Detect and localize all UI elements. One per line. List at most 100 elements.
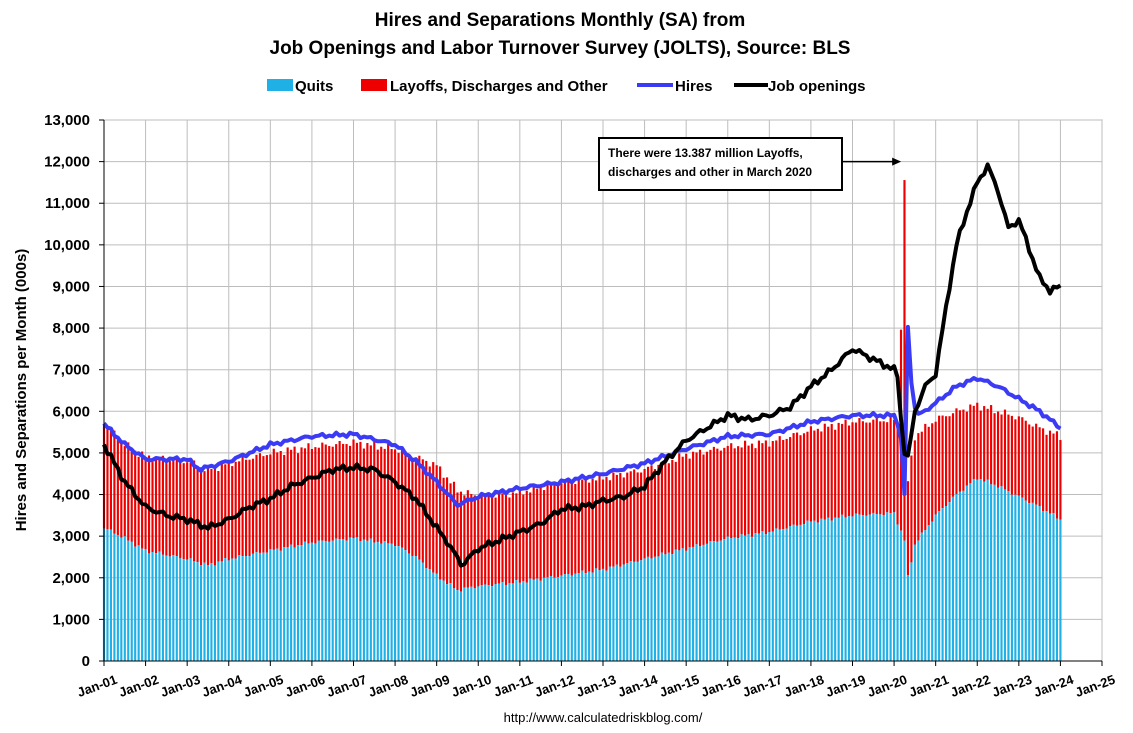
bar-quits (317, 540, 320, 661)
bar-layoffs (837, 422, 840, 518)
bar-quits (314, 543, 317, 661)
bar-quits (1028, 503, 1031, 661)
bar-layoffs (342, 443, 345, 540)
bar-layoffs (601, 479, 605, 569)
y-tick-label: 13,000 (44, 112, 90, 129)
bar-quits (601, 568, 605, 661)
bar-layoffs (834, 429, 837, 518)
bar-layoffs (594, 480, 598, 569)
bar-quits (303, 541, 307, 661)
bar-quits (189, 558, 192, 661)
bar-quits (702, 544, 705, 661)
bar-layoffs (875, 417, 878, 515)
bar-layoffs (213, 466, 216, 566)
x-axis: Jan-01Jan-02Jan-03Jan-04Jan-05Jan-06Jan-… (75, 660, 1117, 700)
x-tick-label: Jan-08 (366, 672, 410, 700)
bar-layoffs (667, 463, 670, 553)
bar-quits (376, 541, 379, 661)
bar-layoffs (847, 425, 851, 517)
bar-quits (986, 479, 989, 661)
bar-quits (480, 585, 483, 661)
bar-layoffs (605, 476, 608, 571)
bar-quits (248, 556, 251, 661)
bar-quits (934, 514, 937, 661)
bar-quits (903, 540, 906, 661)
bar-layoffs (920, 431, 923, 533)
bar-quits (657, 556, 660, 661)
y-tick-label: 3,000 (52, 528, 90, 545)
bar-quits (175, 556, 178, 661)
bar-quits (809, 521, 812, 661)
bar-layoffs (643, 468, 646, 559)
bar-quits (213, 565, 216, 661)
bar-quits (543, 577, 546, 661)
bar-layoffs (813, 430, 816, 521)
bar-quits (744, 535, 747, 661)
y-tick-label: 11,000 (45, 195, 90, 212)
bar-layoffs (158, 458, 161, 552)
bar-layoffs (754, 448, 757, 534)
bar-layoffs (435, 465, 438, 574)
bar-quits (286, 547, 289, 661)
annotation-arrowhead (892, 157, 902, 166)
bar-quits (965, 485, 968, 661)
bar-quits (802, 524, 806, 661)
bar-quits (265, 552, 268, 661)
bar-quits (109, 529, 113, 661)
bar-quits (827, 517, 830, 661)
bar-layoffs (515, 493, 518, 581)
bar-layoffs (293, 446, 296, 548)
bar-layoffs (314, 447, 317, 544)
x-tick-label: Jan-21 (907, 672, 951, 700)
bar-quits (466, 587, 469, 661)
bar-quits (359, 541, 362, 661)
bar-layoffs (889, 416, 892, 514)
bar-layoffs (841, 423, 844, 515)
bar-layoffs (199, 467, 203, 566)
bar-layoffs (972, 405, 975, 479)
bar-quits (1021, 497, 1024, 661)
bar-layoffs (671, 459, 674, 555)
bar-layoffs (432, 462, 435, 573)
bar-layoffs (705, 451, 709, 544)
legend-label-hires: Hires (675, 78, 713, 95)
bar-layoffs (445, 477, 449, 585)
bar-quits (723, 539, 726, 661)
bar-layoffs (716, 448, 719, 542)
bar-quits (917, 540, 920, 661)
bar-quits (875, 514, 878, 661)
bar-layoffs (549, 483, 553, 577)
bar-layoffs (175, 457, 178, 557)
bar-layoffs (771, 441, 774, 532)
bar-quits (983, 481, 986, 661)
bar-quits (262, 552, 265, 661)
bar-layoffs (893, 419, 896, 513)
bar-quits (120, 537, 123, 661)
annotation: There were 13.387 million Layoffs, disch… (598, 137, 902, 191)
bar-quits (858, 514, 861, 661)
bar-layoffs (473, 495, 476, 589)
bar-layoffs (442, 477, 445, 581)
bar-layoffs (196, 467, 199, 563)
bar-layoffs (238, 461, 241, 556)
bar-quits (920, 532, 923, 661)
bar-quits (553, 577, 556, 661)
bar-quits (799, 524, 802, 661)
bar-quits (882, 515, 885, 661)
x-tick-label: Jan-14 (616, 671, 661, 699)
bar-quits (348, 537, 352, 661)
bar-layoffs (456, 492, 459, 591)
bar-layoffs (650, 465, 653, 559)
bar-quits (459, 591, 462, 661)
bar-layoffs (581, 479, 584, 571)
bar-layoffs (525, 490, 528, 583)
x-tick-label: Jan-18 (782, 672, 826, 700)
bar-quits (879, 514, 882, 661)
legend-label-openings: Job openings (768, 78, 866, 95)
bar-layoffs (366, 443, 369, 541)
bar-quits (324, 540, 327, 661)
bar-quits (1038, 505, 1041, 661)
bar-quits (445, 584, 449, 661)
bar-layoffs (452, 481, 456, 589)
